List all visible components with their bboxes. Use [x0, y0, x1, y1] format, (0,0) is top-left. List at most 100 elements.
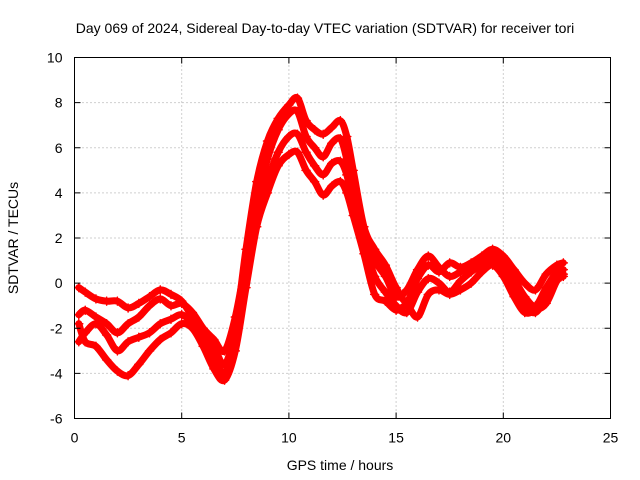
- data-point-marker: [301, 147, 311, 158]
- data-point-marker: [166, 328, 176, 338]
- data-point-marker: [444, 289, 455, 300]
- data-point-marker: [176, 318, 187, 329]
- x-tick-label: 15: [388, 430, 404, 446]
- data-point-marker: [112, 296, 123, 306]
- data-point-marker: [209, 350, 219, 361]
- data-point-marker: [187, 323, 198, 333]
- series-3: [74, 129, 569, 379]
- y-tick-label: 4: [55, 185, 63, 201]
- y-tick-label: 10: [47, 50, 63, 66]
- data-point-marker: [359, 249, 369, 259]
- data-point-marker: [391, 305, 401, 315]
- data-point-marker: [80, 337, 90, 347]
- data-point-marker: [509, 291, 519, 302]
- data-point-marker: [198, 341, 208, 352]
- data-point-marker: [198, 323, 208, 333]
- series-2: [74, 106, 569, 356]
- data-point-marker: [123, 370, 133, 381]
- data-point-marker: [434, 285, 444, 295]
- data-point-marker: [134, 359, 144, 370]
- data-point-marker: [487, 260, 498, 270]
- data-point-marker: [380, 296, 391, 306]
- y-tick-label: 8: [55, 95, 63, 111]
- chart-title: Day 069 of 2024, Sidereal Day-to-day VTE…: [76, 20, 575, 36]
- data-point-marker: [155, 294, 166, 304]
- data-point-marker: [166, 289, 176, 300]
- data-point-marker: [327, 158, 337, 169]
- data-point-marker: [309, 161, 320, 171]
- data-point-marker: [284, 109, 294, 119]
- y-tick-label: 0: [55, 275, 63, 291]
- data-point-marker: [209, 364, 219, 374]
- data-point-marker: [423, 260, 434, 270]
- data-point-marker: [230, 346, 241, 356]
- data-point-marker: [466, 278, 476, 288]
- data-point-marker: [318, 129, 328, 139]
- data-point-marker: [402, 285, 412, 295]
- y-tick-label: -6: [50, 411, 63, 427]
- data-point-marker: [423, 273, 434, 284]
- data-point-marker: [144, 291, 155, 302]
- data-point-marker: [342, 131, 352, 142]
- data-point-marker: [558, 271, 569, 282]
- data-point-marker: [380, 287, 391, 297]
- data-point-marker: [301, 165, 311, 176]
- data-point-marker: [530, 305, 541, 315]
- data-point-marker: [262, 188, 273, 198]
- data-point-marker: [273, 124, 283, 135]
- data-point-marker: [251, 221, 262, 232]
- data-point-marker: [112, 346, 123, 356]
- data-point-marker: [74, 318, 84, 329]
- data-point-marker: [327, 138, 337, 148]
- data-point-marker: [444, 258, 455, 268]
- data-point-marker: [80, 287, 90, 297]
- data-point-marker: [455, 276, 466, 286]
- y-tick-label: 2: [55, 230, 63, 246]
- data-point-marker: [530, 285, 541, 295]
- data-point-marker: [123, 337, 133, 347]
- data-point-marker: [144, 328, 155, 338]
- data-point-marker: [219, 375, 230, 385]
- grid-lines: [74, 57, 611, 419]
- data-point-marker: [498, 271, 509, 282]
- data-point-marker: [273, 147, 283, 158]
- data-point-marker: [541, 298, 551, 309]
- data-point-marker: [342, 188, 352, 198]
- data-point-marker: [348, 210, 358, 221]
- data-point-marker: [412, 312, 423, 322]
- data-point-marker: [187, 307, 198, 318]
- series-1: [74, 93, 569, 370]
- series-trace: [75, 147, 567, 385]
- data-point-marker: [434, 262, 444, 273]
- data-point-marker: [552, 276, 562, 286]
- data-point-marker: [112, 366, 123, 376]
- data-point-marker: [176, 298, 187, 309]
- data-point-marker: [477, 267, 487, 277]
- data-point-marker: [342, 170, 352, 180]
- data-point-marker: [241, 282, 251, 293]
- data-point-marker: [134, 298, 144, 309]
- x-tick-label: 25: [603, 430, 619, 446]
- data-point-marker: [318, 170, 328, 180]
- data-point-marker: [101, 355, 112, 365]
- data-point-marker: [262, 154, 273, 164]
- data-point-marker: [455, 285, 466, 295]
- data-point-marker: [519, 278, 530, 288]
- data-point-marker: [74, 282, 84, 293]
- x-tick-label: 5: [178, 430, 186, 446]
- data-point-marker: [155, 334, 166, 345]
- y-axis-ticks: -6 -4 -2 0 2 4 6 8 10: [47, 50, 611, 427]
- data-point-marker: [144, 300, 155, 311]
- data-point-marker: [134, 332, 144, 343]
- data-point-marker: [369, 289, 380, 300]
- data-point-marker: [309, 143, 320, 153]
- data-point-marker: [74, 309, 84, 320]
- data-point-marker: [112, 328, 123, 338]
- data-point-marker: [209, 334, 219, 345]
- y-axis-title: SDTVAR / TECUs: [5, 182, 21, 294]
- data-point-marker: [327, 122, 337, 133]
- x-tick-label: 0: [71, 430, 79, 446]
- series-trace: [75, 94, 567, 369]
- data-point-marker: [292, 106, 303, 117]
- data-point-marker: [284, 149, 294, 160]
